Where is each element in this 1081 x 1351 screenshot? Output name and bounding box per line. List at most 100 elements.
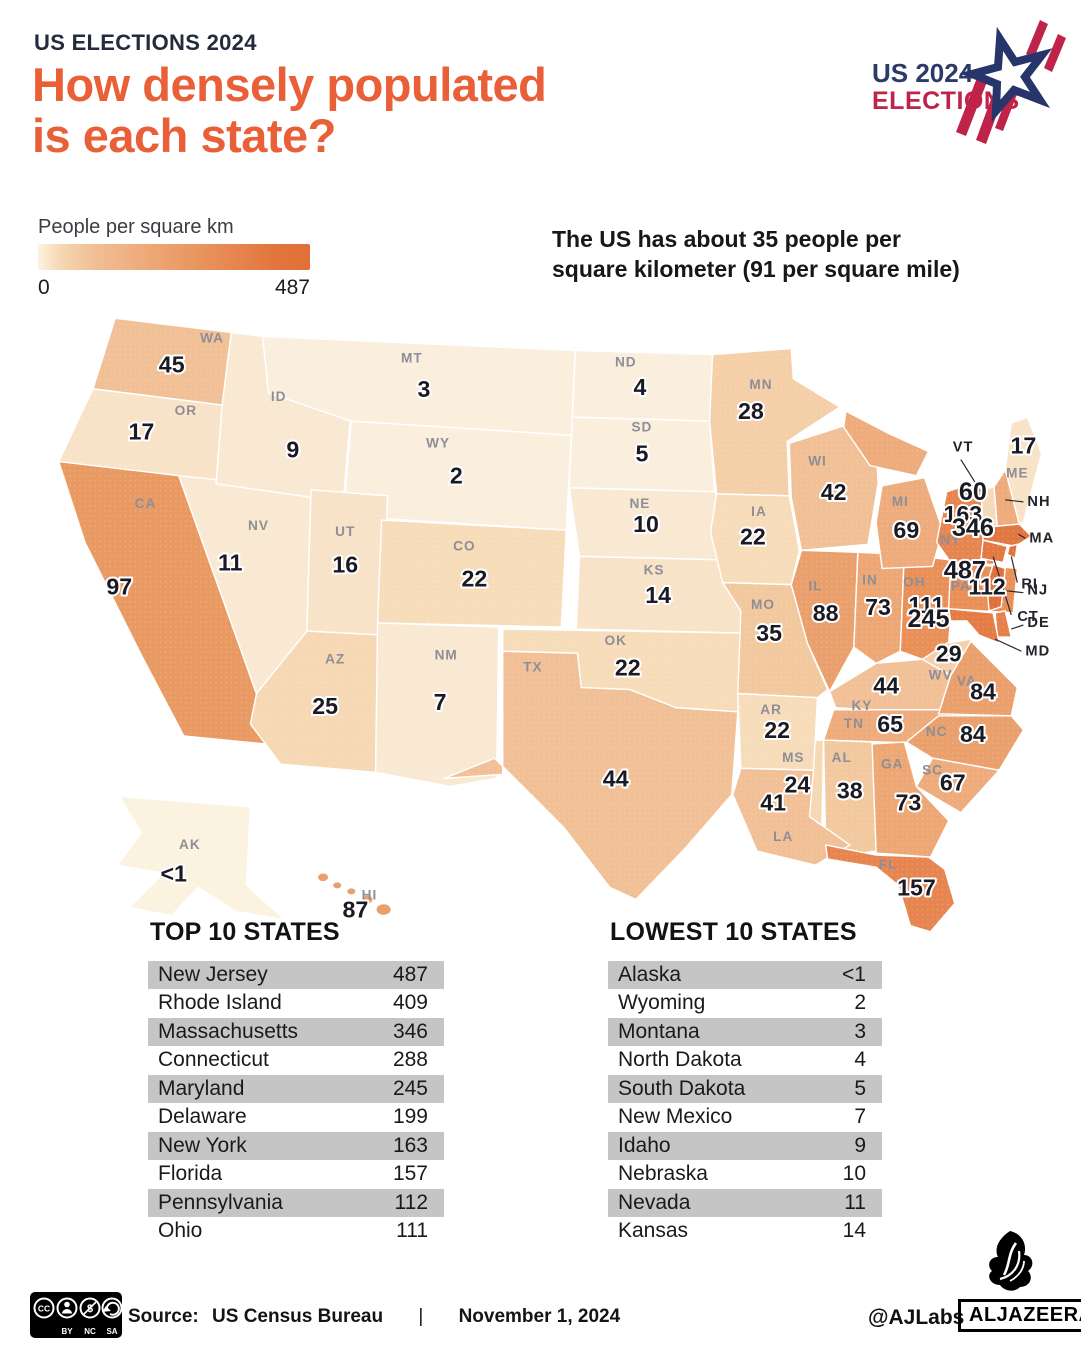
- state-abbr-label: WA: [200, 330, 224, 345]
- table-state-value: 111: [396, 1219, 428, 1243]
- star-logo-icon: [956, 20, 1066, 144]
- state-texture: [732, 768, 850, 866]
- table-row: South Dakota 5: [608, 1075, 882, 1103]
- svg-text:BY: BY: [61, 1327, 73, 1336]
- state-abbr-label: CO: [453, 538, 475, 553]
- state-texture: [216, 332, 352, 502]
- state-value-label: 69: [893, 517, 919, 543]
- state-value-label: 163: [943, 501, 982, 527]
- state-texture: [250, 631, 382, 773]
- table-state-name: Wyoming: [618, 991, 706, 1015]
- table-state-name: Montana: [618, 1019, 700, 1043]
- state-abbr-label: GA: [881, 756, 903, 771]
- state-texture: [306, 489, 388, 636]
- state-value-label: 2: [450, 463, 463, 489]
- state-value-label: 44: [873, 673, 899, 699]
- state-abbr-label: IA: [751, 504, 767, 519]
- legend-max: 487: [274, 276, 310, 299]
- table-row: Maryland 245: [148, 1075, 444, 1103]
- state-texture: [58, 388, 223, 484]
- state-abbr-label: WY: [426, 435, 450, 450]
- svg-text:CC: CC: [38, 1304, 50, 1314]
- state-texture: [938, 641, 1018, 716]
- state-value-label: 245: [907, 605, 949, 633]
- top-10-table: TOP 10 STATES New Jersey 487 Rhode Island 4…: [148, 918, 444, 1246]
- table-state-name: Connecticut: [158, 1048, 269, 1072]
- table-state-name: Idaho: [618, 1133, 671, 1157]
- state-texture: [576, 556, 745, 634]
- state-value-label: 5: [635, 441, 648, 467]
- state-value-label: 17: [1010, 432, 1036, 458]
- table-row: Pennsylvania 112: [148, 1189, 444, 1217]
- state-texture: [853, 552, 905, 664]
- table-state-name: Rhode Island: [158, 991, 282, 1015]
- callout-line-nj: [1005, 590, 1024, 594]
- state-texture: [994, 469, 1020, 527]
- state-texture: [916, 758, 1000, 813]
- state-texture: [789, 425, 879, 551]
- state-abbr-label: UT: [335, 524, 355, 539]
- top-10-table-title: TOP 10 STATES: [150, 918, 340, 946]
- state-texture: [1005, 417, 1042, 525]
- annotation-line2: square kilometer (91 per square mile): [552, 256, 960, 283]
- callout-label-ri: RI: [1021, 577, 1038, 593]
- state-abbr-label: MT: [401, 351, 423, 366]
- kicker: US ELECTIONS 2024: [34, 30, 257, 55]
- page-title-line1: How densely populated: [32, 58, 547, 111]
- table-state-value: 4: [854, 1048, 866, 1072]
- table-row: North Dakota 4: [608, 1047, 882, 1075]
- state-abbr-label: ME: [1006, 466, 1028, 481]
- state-value-label: 60: [959, 478, 987, 506]
- state-value-label: 84: [970, 679, 996, 705]
- creative-commons-badge-icon: CC $ BY NC SA: [30, 1292, 123, 1338]
- state-texture: [1007, 544, 1018, 559]
- state-value-label: 16: [332, 552, 358, 578]
- state-texture: [983, 524, 1032, 547]
- table-row: New Jersey 487: [148, 961, 444, 989]
- state-abbr-label: LA: [773, 829, 793, 844]
- us-density-map: WA 45 OR 17 CA 97 NV 11 ID 9 MT 3 WY 2 UT 16 CO 22 AZ 25 NM 7…: [22, 292, 1053, 958]
- state-value-label: 24: [784, 772, 810, 798]
- table-state-name: North Dakota: [618, 1048, 742, 1072]
- state-abbr-label: AL: [832, 750, 852, 765]
- state-texture: [343, 421, 572, 531]
- table-row: Massachusetts 346: [148, 1018, 444, 1046]
- state-abbr-label: SC: [922, 762, 943, 777]
- table-row: New York 163: [148, 1132, 444, 1160]
- state-value-label: 73: [895, 790, 921, 816]
- state-value-label: 111: [908, 592, 944, 618]
- state-value-label: 346: [952, 514, 994, 542]
- state-texture: [444, 651, 738, 900]
- table-row: Ohio 111: [148, 1218, 444, 1246]
- state-value-label: 9: [286, 436, 299, 462]
- state-abbr-label: NY: [940, 532, 961, 547]
- annotation-line1: The US has about 35 people per: [552, 226, 901, 252]
- state-hi-island: [333, 882, 342, 889]
- table-row: Nevada 11: [608, 1189, 882, 1217]
- state-value-label: 22: [740, 523, 766, 549]
- publish-date: November 1, 2024: [458, 1306, 621, 1327]
- state-texture: [987, 564, 1006, 611]
- state-abbr-label: IN: [862, 573, 878, 588]
- callout-line-nh: [1005, 499, 1024, 503]
- state-value-label: 38: [837, 778, 863, 804]
- state-texture: [117, 796, 285, 920]
- callout-label-md: MD: [1025, 643, 1050, 659]
- legend-min: 0: [38, 276, 50, 299]
- state-abbr-label: SD: [631, 419, 652, 434]
- state-abbr-label: MI: [892, 494, 909, 509]
- table-state-name: Massachusetts: [158, 1019, 299, 1043]
- legend-gradient-bar: [38, 244, 310, 270]
- callout-label-ct: CT: [1017, 609, 1039, 625]
- table-state-value: 409: [392, 991, 428, 1015]
- table-state-name: South Dakota: [618, 1076, 746, 1100]
- callout-label-nh: NH: [1027, 494, 1050, 510]
- table-state-name: Florida: [158, 1162, 223, 1186]
- table-row: Florida 157: [148, 1161, 444, 1189]
- state-value-label: 41: [760, 790, 786, 816]
- table-row: Nebraska 10: [608, 1161, 882, 1189]
- callout-label-vt: VT: [953, 439, 974, 455]
- state-abbr-label: WV: [929, 667, 953, 682]
- state-texture: [58, 461, 267, 745]
